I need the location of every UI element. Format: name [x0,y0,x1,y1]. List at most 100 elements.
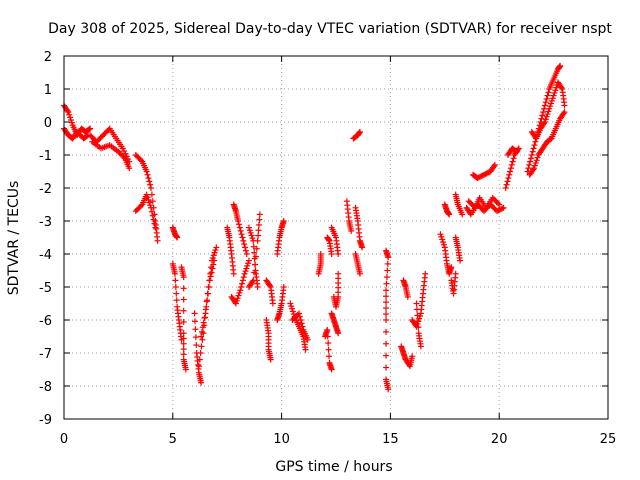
data-point-marker [512,148,519,155]
data-point-marker [148,204,155,211]
data-point-marker [359,244,366,251]
data-point-marker [478,205,485,212]
data-point-marker [324,333,331,340]
data-point-marker [211,249,218,256]
data-point-marker [440,241,447,248]
data-point-marker [438,233,445,240]
data-point-marker [199,336,206,343]
data-point-marker [145,175,152,182]
data-point-marker [204,297,211,304]
y-tick-label: -5 [39,281,52,296]
data-point-marker [527,158,534,165]
data-point-marker [414,312,421,319]
data-point-marker [66,111,73,118]
data-point-marker [238,284,245,290]
data-point-marker [383,287,390,294]
data-point-marker [298,320,305,327]
data-point-marker [239,234,246,241]
data-point-marker [97,134,104,141]
data-point-marker [98,133,105,140]
data-point-marker [74,128,81,135]
data-point-marker [206,277,213,284]
data-point-marker [67,117,74,124]
data-point-marker [136,204,143,211]
data-point-marker [248,232,255,239]
data-point-marker [201,315,208,322]
data-point-marker [247,229,254,236]
data-point-marker [328,366,335,373]
data-point-marker [404,293,411,300]
data-point-marker [552,87,559,94]
data-point-marker [207,273,214,280]
data-point-marker [235,292,242,299]
data-point-marker [143,168,150,175]
data-point-marker [253,245,260,252]
data-point-marker [302,346,309,353]
data-point-marker [532,159,539,166]
data-point-marker [210,252,217,259]
data-point-marker [132,152,139,158]
y-tick-label: -1 [39,149,52,164]
data-point-marker [100,132,107,139]
data-point-marker [289,317,296,323]
data-point-marker [203,303,210,310]
data-point-marker [88,133,95,140]
data-point-marker [198,343,205,350]
data-point-marker [86,126,93,133]
data-point-marker [75,130,82,137]
data-point-marker [101,130,108,137]
data-point-marker [151,220,158,227]
data-point-marker [84,132,91,139]
data-point-marker [132,208,139,215]
data-point-marker [561,102,568,109]
data-point-marker [104,128,111,135]
data-point-marker [538,115,545,122]
data-point-marker [296,310,303,317]
data-point-marker [543,95,550,102]
data-point-marker [237,287,244,294]
data-point-marker [147,202,154,209]
data-point-marker [289,305,296,312]
data-point-marker [196,356,203,363]
data-point-marker [195,363,202,370]
data-point-marker [356,128,363,135]
x-axis-label: GPS time / hours [275,459,392,475]
data-point-marker [213,244,220,251]
data-point-marker [235,221,242,228]
data-point-marker [119,145,126,152]
data-point-marker [467,199,474,206]
data-point-marker [446,211,453,218]
data-point-marker [172,277,179,284]
data-point-marker [171,270,178,277]
data-point-marker [525,165,532,172]
data-point-marker [241,241,248,248]
data-point-marker [417,343,424,350]
data-point-marker [134,206,141,213]
data-point-marker [238,280,245,287]
data-point-marker [409,353,416,360]
data-point-marker [256,216,263,223]
data-point-marker [180,335,187,342]
data-point-marker [383,293,390,300]
data-point-marker [208,269,215,276]
data-point-marker [267,356,274,363]
data-point-marker [541,120,548,127]
data-point-marker [180,296,187,303]
data-point-marker [138,202,145,209]
data-point-marker [545,108,552,115]
data-point-marker [504,178,511,185]
data-point-marker [269,300,276,307]
data-point-marker [304,336,311,343]
data-point-marker [541,119,548,125]
y-tick-label: -9 [39,413,52,428]
data-point-marker [243,251,250,257]
data-point-marker [503,181,510,188]
data-point-marker [235,218,242,224]
data-point-marker [489,194,496,201]
data-point-marker [280,218,287,224]
data-point-marker [180,285,187,292]
x-tick-label: 20 [491,432,508,447]
data-point-marker [180,351,187,358]
data-point-marker [182,366,189,373]
data-point-marker [492,197,499,204]
